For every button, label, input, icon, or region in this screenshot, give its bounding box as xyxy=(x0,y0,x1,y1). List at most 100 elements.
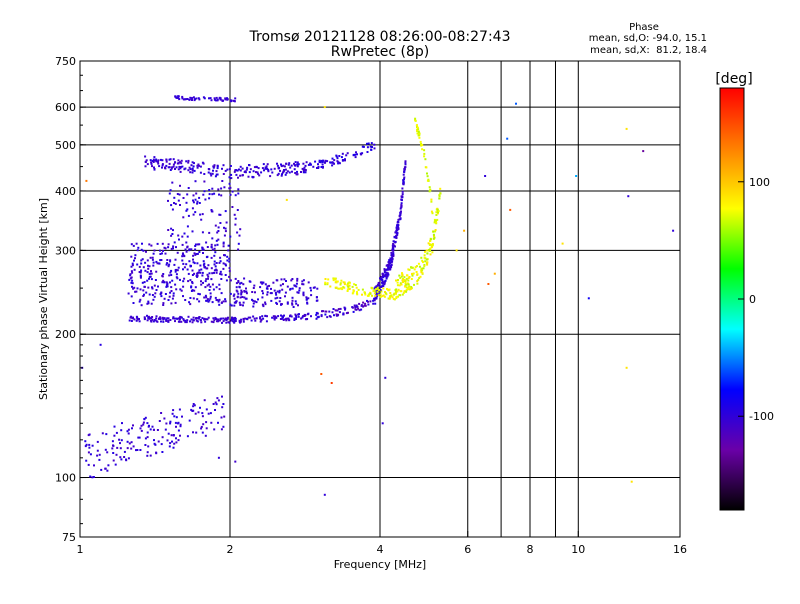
data-point xyxy=(173,263,176,266)
data-point xyxy=(318,159,321,162)
data-point xyxy=(265,165,268,168)
data-point xyxy=(356,293,359,296)
data-point xyxy=(339,283,342,286)
data-point xyxy=(273,289,276,292)
data-point xyxy=(209,292,212,295)
data-point xyxy=(194,180,197,183)
data-point xyxy=(179,166,182,168)
data-point xyxy=(196,298,199,301)
data-point xyxy=(317,167,320,169)
data-point xyxy=(136,263,139,266)
data-point xyxy=(361,152,364,155)
data-point xyxy=(146,259,149,262)
data-point xyxy=(587,297,590,300)
data-point xyxy=(224,317,227,320)
data-point xyxy=(271,171,274,174)
data-point xyxy=(345,154,348,157)
data-point xyxy=(176,269,179,272)
data-point xyxy=(152,320,155,323)
data-point xyxy=(331,311,334,314)
data-point xyxy=(217,300,220,303)
data-point xyxy=(194,286,197,289)
data-point xyxy=(169,319,172,321)
data-point xyxy=(171,166,174,169)
data-point xyxy=(672,229,675,232)
data-point xyxy=(192,213,195,216)
data-point xyxy=(130,441,133,444)
data-point xyxy=(179,423,182,426)
data-point xyxy=(194,245,197,247)
data-point xyxy=(216,320,218,323)
data-point xyxy=(217,230,220,232)
data-point xyxy=(138,265,141,268)
data-point xyxy=(233,321,236,324)
data-point xyxy=(84,445,87,448)
data-point xyxy=(217,421,219,424)
data-point xyxy=(360,304,363,307)
data-point xyxy=(240,291,243,293)
data-point xyxy=(432,237,435,240)
data-point xyxy=(156,429,159,431)
data-point xyxy=(194,317,197,320)
data-point xyxy=(234,460,237,463)
data-point xyxy=(192,403,195,405)
data-point xyxy=(218,96,221,99)
data-point xyxy=(220,416,223,419)
data-point xyxy=(254,291,256,294)
data-point xyxy=(152,158,155,161)
data-point xyxy=(388,267,391,270)
data-point xyxy=(397,218,400,221)
data-point xyxy=(161,436,164,439)
data-point xyxy=(166,317,169,320)
data-point xyxy=(165,318,168,321)
data-point xyxy=(285,319,288,322)
data-point xyxy=(169,281,171,284)
data-point xyxy=(414,266,417,269)
data-point xyxy=(164,252,167,255)
data-point xyxy=(235,169,238,172)
data-point xyxy=(172,292,175,295)
data-point xyxy=(131,427,133,430)
data-point xyxy=(168,162,171,165)
data-point xyxy=(338,287,341,290)
data-point xyxy=(204,318,207,321)
data-point xyxy=(188,260,191,263)
data-point xyxy=(161,281,164,284)
data-point xyxy=(132,302,135,304)
data-point xyxy=(178,165,181,168)
x-tick-label: 8 xyxy=(527,543,534,556)
data-point xyxy=(233,170,236,173)
data-point xyxy=(392,243,395,245)
data-point xyxy=(358,302,361,305)
data-point xyxy=(165,158,168,161)
data-point xyxy=(214,409,216,411)
data-point xyxy=(162,302,165,305)
data-point xyxy=(404,285,407,288)
data-point xyxy=(407,283,410,286)
data-point xyxy=(215,170,218,173)
data-point xyxy=(208,299,211,302)
x-tick-label: 1 xyxy=(77,543,84,556)
data-point xyxy=(424,158,427,161)
data-point xyxy=(224,227,227,230)
data-point xyxy=(357,307,360,310)
data-point xyxy=(348,284,351,287)
data-point xyxy=(297,291,300,294)
data-point xyxy=(255,301,258,304)
data-point xyxy=(138,320,141,323)
data-point xyxy=(493,272,496,275)
data-points xyxy=(81,95,675,496)
data-point xyxy=(395,279,397,282)
data-point xyxy=(196,275,199,278)
data-point xyxy=(391,260,394,263)
data-point xyxy=(301,280,304,283)
data-point xyxy=(295,285,298,288)
data-point xyxy=(179,288,182,291)
data-point xyxy=(630,480,633,483)
data-point xyxy=(154,292,157,295)
data-point xyxy=(381,279,384,281)
data-point xyxy=(419,275,422,278)
data-point xyxy=(455,249,458,252)
data-point xyxy=(155,160,158,163)
data-point xyxy=(167,432,170,435)
